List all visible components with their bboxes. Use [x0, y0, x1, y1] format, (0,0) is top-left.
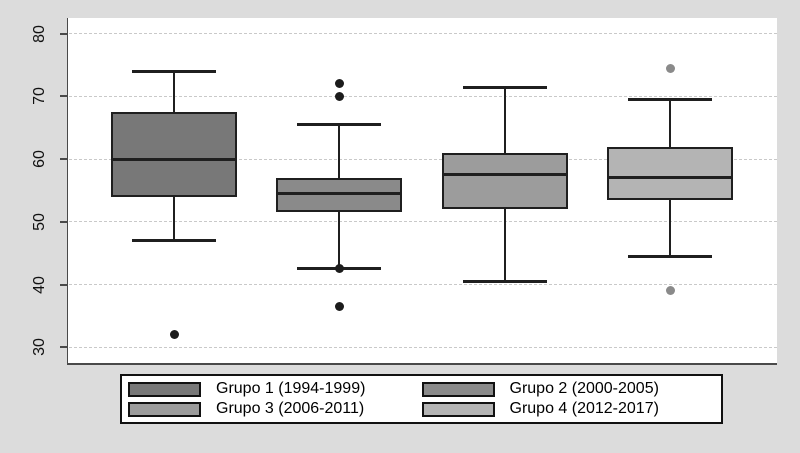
whisker-stem-upper-grupo-4	[669, 99, 671, 147]
whisker-stem-upper-grupo-3	[504, 87, 506, 153]
outlier-dot-grupo-2	[334, 91, 344, 101]
whisker-stem-lower-grupo-1	[173, 196, 175, 241]
outlier-dot-grupo-2	[334, 79, 344, 89]
median-line-grupo-3	[442, 173, 568, 177]
median-line-grupo-2	[276, 192, 402, 196]
legend-label-grupo-3: Grupo 3 (2006-2011)	[216, 400, 365, 417]
whisker-cap-upper-grupo-2	[297, 123, 381, 127]
y-axis-tick	[60, 220, 68, 223]
median-line-grupo-4	[607, 176, 733, 180]
legend-item-grupo-1: Grupo 1 (1994-1999)	[128, 379, 422, 399]
gridline	[69, 284, 777, 286]
outlier-dot-grupo-4	[665, 63, 675, 73]
box-grupo-4	[607, 146, 733, 200]
whisker-cap-lower-grupo-1	[132, 239, 216, 243]
outlier-dot-grupo-4	[665, 286, 675, 296]
box-grupo-2	[276, 177, 402, 213]
y-tick-label: 40	[31, 275, 48, 294]
median-line-grupo-1	[111, 157, 237, 161]
outlier-dot-grupo-2	[334, 264, 344, 274]
whisker-stem-upper-grupo-2	[338, 124, 340, 178]
legend-item-grupo-4: Grupo 4 (2012-2017)	[421, 399, 716, 419]
y-axis-tick	[60, 346, 68, 349]
y-axis-tick	[60, 32, 68, 35]
y-tick-label: 80	[31, 24, 48, 43]
gridline	[69, 95, 777, 97]
y-axis-tick	[60, 283, 68, 286]
whisker-cap-upper-grupo-1	[132, 69, 216, 73]
legend-swatch-grupo-4	[421, 401, 495, 417]
whisker-cap-upper-grupo-4	[628, 98, 712, 102]
whisker-cap-lower-grupo-3	[463, 279, 547, 283]
whisker-stem-lower-grupo-3	[504, 209, 506, 282]
box-grupo-3	[442, 152, 568, 210]
legend-swatch-grupo-2	[421, 381, 495, 397]
whisker-stem-lower-grupo-4	[669, 199, 671, 257]
legend-label-grupo-2: Grupo 2 (2000-2005)	[509, 380, 659, 397]
y-axis-line	[66, 18, 68, 363]
whisker-stem-upper-grupo-1	[173, 71, 175, 113]
whisker-cap-upper-grupo-3	[463, 85, 547, 89]
gridline	[69, 33, 777, 35]
legend-swatch-grupo-1	[128, 381, 201, 397]
whisker-cap-lower-grupo-4	[628, 254, 712, 258]
legend-swatch-grupo-3	[128, 401, 201, 417]
gridline	[69, 158, 777, 160]
legend-item-grupo-2: Grupo 2 (2000-2005)	[421, 379, 716, 399]
legend-item-grupo-3: Grupo 3 (2006-2011)	[128, 399, 422, 419]
legend-label-grupo-1: Grupo 1 (1994-1999)	[216, 380, 366, 397]
y-tick-label: 70	[31, 87, 48, 106]
gridline	[69, 221, 777, 223]
legend-label-grupo-4: Grupo 4 (2012-2017)	[509, 400, 659, 417]
box-grupo-1	[111, 112, 237, 197]
y-tick-label: 50	[31, 212, 48, 231]
outlier-dot-grupo-2	[334, 302, 344, 312]
y-tick-label: 60	[31, 150, 48, 169]
y-tick-label: 30	[31, 338, 48, 357]
y-axis-tick	[60, 95, 68, 98]
gridline	[69, 346, 777, 348]
x-axis-line	[66, 363, 777, 365]
y-axis-tick	[60, 158, 68, 161]
legend: Grupo 1 (1994-1999) Grupo 2 (2000-2005) Gr…	[120, 374, 723, 424]
whisker-stem-lower-grupo-2	[338, 212, 340, 269]
outlier-dot-grupo-1	[169, 330, 179, 340]
